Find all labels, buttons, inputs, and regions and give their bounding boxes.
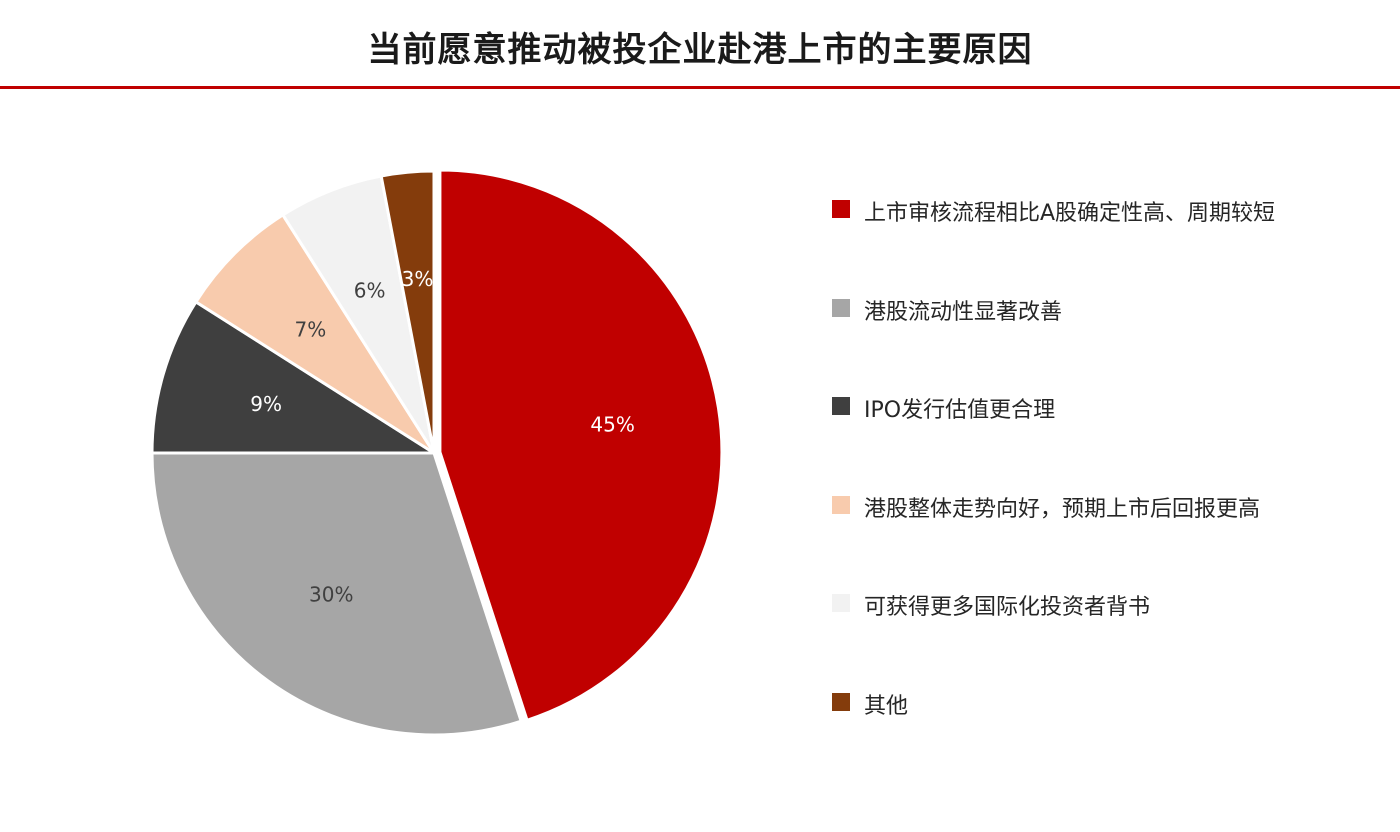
pie-slice-label-4: 7%	[295, 317, 327, 341]
legend-label: 上市审核流程相比A股确定性高、周期较短	[864, 201, 1276, 226]
pie-slice-label-2: 30%	[309, 582, 353, 606]
title-divider	[0, 86, 1400, 89]
legend-label: 港股流动性显著改善	[864, 299, 1063, 325]
legend-swatch	[832, 397, 850, 415]
pie-slice-label-5: 6%	[354, 278, 386, 302]
legend-item-3: IPO发行估值更合理	[832, 389, 1352, 488]
pie-slice-label-3: 9%	[250, 392, 282, 416]
pie-slice-4	[194, 213, 436, 455]
legend-label: 其他	[864, 693, 909, 719]
legend-item-4: 港股整体走势向好，预期上市后回报更高	[832, 488, 1352, 587]
legend-label: 可获得更多国际化投资者背书	[864, 595, 1151, 620]
pie-slice-3	[150, 300, 436, 455]
legend-label: IPO发行估值更合理	[864, 398, 1056, 423]
legend-swatch	[832, 200, 850, 218]
legend-swatch	[832, 298, 850, 317]
pie-slice-2	[150, 451, 523, 737]
pie-slice-6	[379, 169, 436, 455]
legend-swatch	[832, 495, 850, 514]
legend: 上市审核流程相比A股确定性高、周期较短 港股流动性显著改善 IPO发行估值更合理港股…	[832, 192, 1352, 783]
pie-slice-label-6: 3%	[402, 267, 434, 291]
legend-item-1: 上市审核流程相比A股确定性高、周期较短	[832, 192, 1352, 291]
legend-label: 港股整体走势向好，预期上市后回报更高	[864, 496, 1261, 522]
pie-slice-label-1: 45%	[590, 413, 634, 437]
legend-swatch	[832, 692, 850, 711]
legend-item-6: 其他	[832, 685, 1352, 784]
pie-slice-1	[438, 168, 724, 722]
chart-title: 当前愿意推动被投企业赴港上市的主要原因	[367, 30, 1033, 70]
legend-item-5: 可获得更多国际化投资者背书	[832, 586, 1352, 685]
legend-swatch	[832, 594, 850, 612]
legend-item-2: 港股流动性显著改善	[832, 291, 1352, 390]
